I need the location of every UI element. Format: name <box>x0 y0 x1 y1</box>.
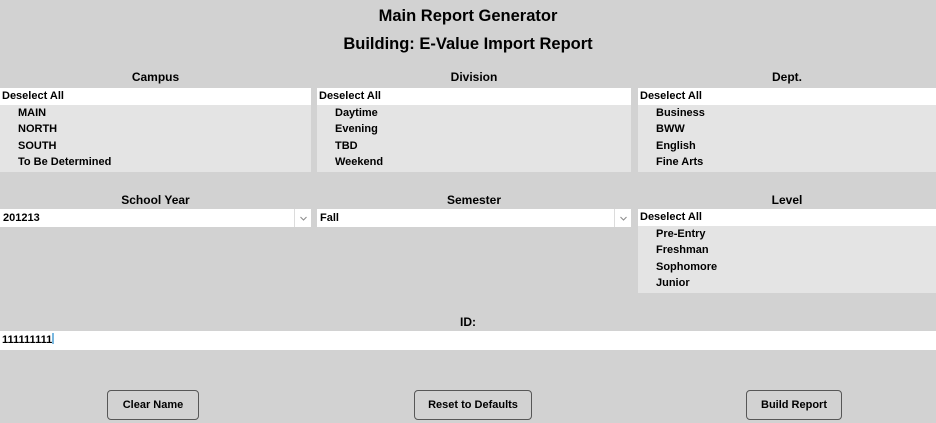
id-input-value-wrap: 111111111 <box>0 331 936 350</box>
clear-name-button[interactable]: Clear Name <box>107 390 199 420</box>
school-year-value: 201213 <box>3 212 40 224</box>
id-input[interactable]: 111111111 <box>0 331 936 350</box>
school-year-select[interactable]: 201213 <box>0 209 311 227</box>
division-header: Division <box>450 70 498 84</box>
division-deselect-all-option[interactable]: Deselect All <box>317 88 631 105</box>
dept-header: Dept. <box>772 70 802 84</box>
semester-value: Fall <box>320 212 339 224</box>
build-report-button[interactable]: Build Report <box>746 390 842 420</box>
dept-option[interactable]: BWW <box>638 121 936 138</box>
dept-option[interactable]: English <box>638 137 936 154</box>
page-title-line-1: Main Report Generator <box>378 7 558 25</box>
reset-to-defaults-button[interactable]: Reset to Defaults <box>414 390 532 420</box>
division-listbox[interactable]: Deselect All Daytime Evening TBD Weekend <box>317 88 631 172</box>
campus-deselect-all-option[interactable]: Deselect All <box>0 88 311 105</box>
chevron-down-icon[interactable] <box>294 209 311 227</box>
level-deselect-all-option[interactable]: Deselect All <box>638 209 936 226</box>
semester-header: Semester <box>446 193 502 207</box>
dept-listbox[interactable]: Deselect All Business BWW English Fine A… <box>638 88 936 172</box>
dept-option[interactable]: Fine Arts <box>638 154 936 171</box>
page-title-line-2: Building: E-Value Import Report <box>343 34 593 53</box>
level-header: Level <box>771 193 803 207</box>
level-listbox[interactable]: Deselect All Pre-Entry Freshman Sophomor… <box>638 209 936 293</box>
id-input-value: 111111111 <box>2 334 53 346</box>
chevron-down-icon[interactable] <box>614 209 631 227</box>
division-option[interactable]: Daytime <box>317 104 631 121</box>
level-option[interactable]: Junior <box>638 275 936 292</box>
page-title: Main Report Generator Building: E-Value … <box>0 0 936 60</box>
semester-select[interactable]: Fall <box>317 209 631 227</box>
id-label: ID: <box>460 315 476 329</box>
level-option[interactable]: Sophomore <box>638 258 936 275</box>
division-option[interactable]: Evening <box>317 121 631 138</box>
campus-option[interactable]: To Be Determined <box>0 154 311 171</box>
school-year-header: School Year <box>121 193 190 207</box>
campus-option[interactable]: MAIN <box>0 104 311 121</box>
dept-option[interactable]: Business <box>638 104 936 121</box>
campus-listbox[interactable]: Deselect All MAIN NORTH SOUTH To Be Dete… <box>0 88 311 172</box>
level-option[interactable]: Pre-Entry <box>638 225 936 242</box>
campus-option[interactable]: SOUTH <box>0 137 311 154</box>
level-option[interactable]: Freshman <box>638 242 936 259</box>
division-option[interactable]: TBD <box>317 137 631 154</box>
division-option[interactable]: Weekend <box>317 154 631 171</box>
campus-header: Campus <box>131 70 180 84</box>
campus-option[interactable]: NORTH <box>0 121 311 138</box>
text-caret <box>52 333 55 344</box>
dept-deselect-all-option[interactable]: Deselect All <box>638 88 936 105</box>
